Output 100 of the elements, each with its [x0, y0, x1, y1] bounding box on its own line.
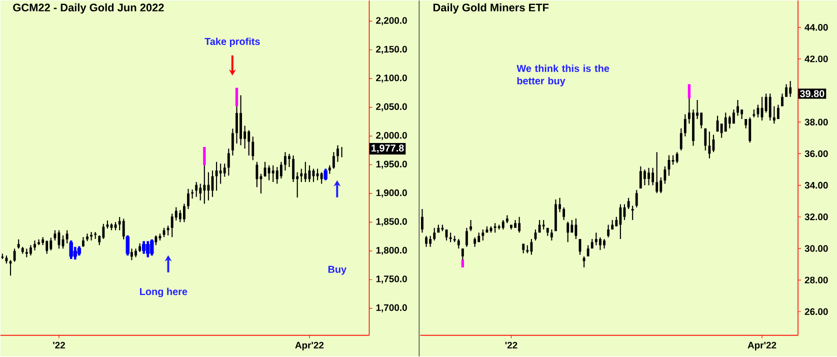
- candlestick: [82, 237, 84, 247]
- x-tick-label: '22: [505, 342, 518, 349]
- candlestick: [562, 207, 566, 220]
- candlestick: [461, 248, 464, 260]
- y-tick-label: 1,850.0: [376, 218, 407, 226]
- candlestick: [46, 240, 48, 254]
- candlestick: [150, 240, 154, 256]
- candlestick: [752, 110, 756, 118]
- candlestick: [122, 218, 125, 240]
- candlestick: [1, 254, 4, 260]
- candlestick: [158, 234, 162, 241]
- candlestick: [586, 245, 590, 256]
- y-tick-label: 44.00: [804, 24, 828, 31]
- y-tick-label: 28.00: [804, 276, 828, 284]
- y-tick-label: 1,750.0: [376, 276, 407, 284]
- candlestick: [34, 240, 36, 250]
- candlestick: [684, 114, 686, 136]
- y-tick-label: 1,700.0: [376, 304, 407, 312]
- candlestick: [421, 209, 424, 233]
- candlestick: [449, 232, 452, 242]
- candlestick: [203, 165, 206, 204]
- chart-title: GCM22 - Daily Gold Jun 2022: [13, 3, 164, 14]
- candlestick: [69, 240, 73, 260]
- candlestick: [574, 218, 578, 240]
- candlestick: [470, 220, 472, 232]
- annotation: Take profits: [204, 38, 260, 48]
- candlestick: [324, 168, 328, 180]
- annotation: Long here: [140, 288, 188, 298]
- candlestick: [38, 240, 40, 246]
- x-tick-label: Apr'22: [295, 342, 324, 350]
- candlestick: [639, 166, 642, 189]
- y-tick-label: 2,050.0: [376, 103, 407, 112]
- candlestick: [126, 235, 130, 256]
- candlestick: [635, 190, 638, 208]
- y-tick-label: 30.00: [804, 245, 828, 252]
- text: 1,977.8: [372, 144, 404, 154]
- candlestick: [268, 165, 270, 180]
- candlestick: [502, 220, 504, 230]
- candlestick: [429, 236, 432, 247]
- y-tick-label: 1,900.0: [376, 190, 407, 198]
- candlestick: [328, 165, 331, 174]
- candlestick: [437, 224, 440, 233]
- candlestick: [538, 220, 541, 233]
- candlestick: [17, 240, 20, 249]
- candlestick: [781, 94, 784, 106]
- candlestick: [631, 206, 634, 220]
- candlestick: [776, 104, 780, 120]
- candlestick: [514, 220, 516, 228]
- candlestick: [708, 132, 711, 159]
- candlestick: [627, 198, 630, 210]
- candlestick: [466, 228, 468, 247]
- candlestick: [554, 200, 557, 232]
- candlestick: [304, 162, 307, 182]
- candlestick: [9, 260, 12, 276]
- annotation: We think this is the better buy: [516, 64, 610, 86]
- chart-title: Daily Gold Miners ETF: [433, 3, 549, 14]
- candlestick: [308, 165, 311, 182]
- candlestick: [336, 145, 339, 162]
- candlestick: [518, 216, 521, 233]
- candlestick: [272, 165, 274, 182]
- candlestick: [607, 224, 610, 238]
- candlestick: [611, 220, 614, 230]
- candlestick: [195, 182, 198, 198]
- candlestick: [231, 128, 234, 156]
- candlestick: [77, 246, 82, 256]
- y-tick-label: 2,100.0: [376, 74, 407, 83]
- candlestick: [183, 204, 186, 222]
- candlestick: [785, 84, 788, 97]
- candlestick: [656, 152, 658, 194]
- candlestick: [21, 246, 24, 254]
- candlestick: [542, 220, 545, 230]
- y-tick-label: 1,950.0: [376, 160, 407, 169]
- candlestick: [130, 248, 133, 260]
- candlestick: [486, 226, 488, 233]
- candlestick: [219, 164, 222, 184]
- candlestick: [187, 188, 190, 210]
- candlestick: [240, 95, 242, 146]
- candlestick: [54, 230, 56, 241]
- candlestick: [332, 152, 335, 169]
- candlestick: [453, 236, 456, 242]
- candlestick: [13, 248, 16, 262]
- x-tick-label: Apr'22: [748, 342, 776, 350]
- y-tick-label: 2,150.0: [376, 46, 407, 54]
- candlestick: [433, 228, 436, 241]
- candlestick: [90, 232, 93, 241]
- y-tick-label: 2,200.0: [376, 17, 407, 26]
- candlestick: [704, 128, 707, 151]
- candlestick: [441, 224, 444, 232]
- candlestick: [550, 230, 553, 241]
- candlestick: [227, 148, 230, 176]
- candlestick: [530, 239, 533, 255]
- y-tick-label: 36.00: [804, 150, 828, 158]
- candlestick: [191, 190, 194, 199]
- candlestick: [789, 81, 792, 97]
- candlestick: [134, 248, 137, 258]
- candlestick: [736, 100, 739, 116]
- y-tick-label: 2,000.0: [376, 132, 407, 140]
- candlestick: [482, 230, 484, 241]
- candlestick: [425, 236, 428, 247]
- candlestick: [138, 244, 141, 252]
